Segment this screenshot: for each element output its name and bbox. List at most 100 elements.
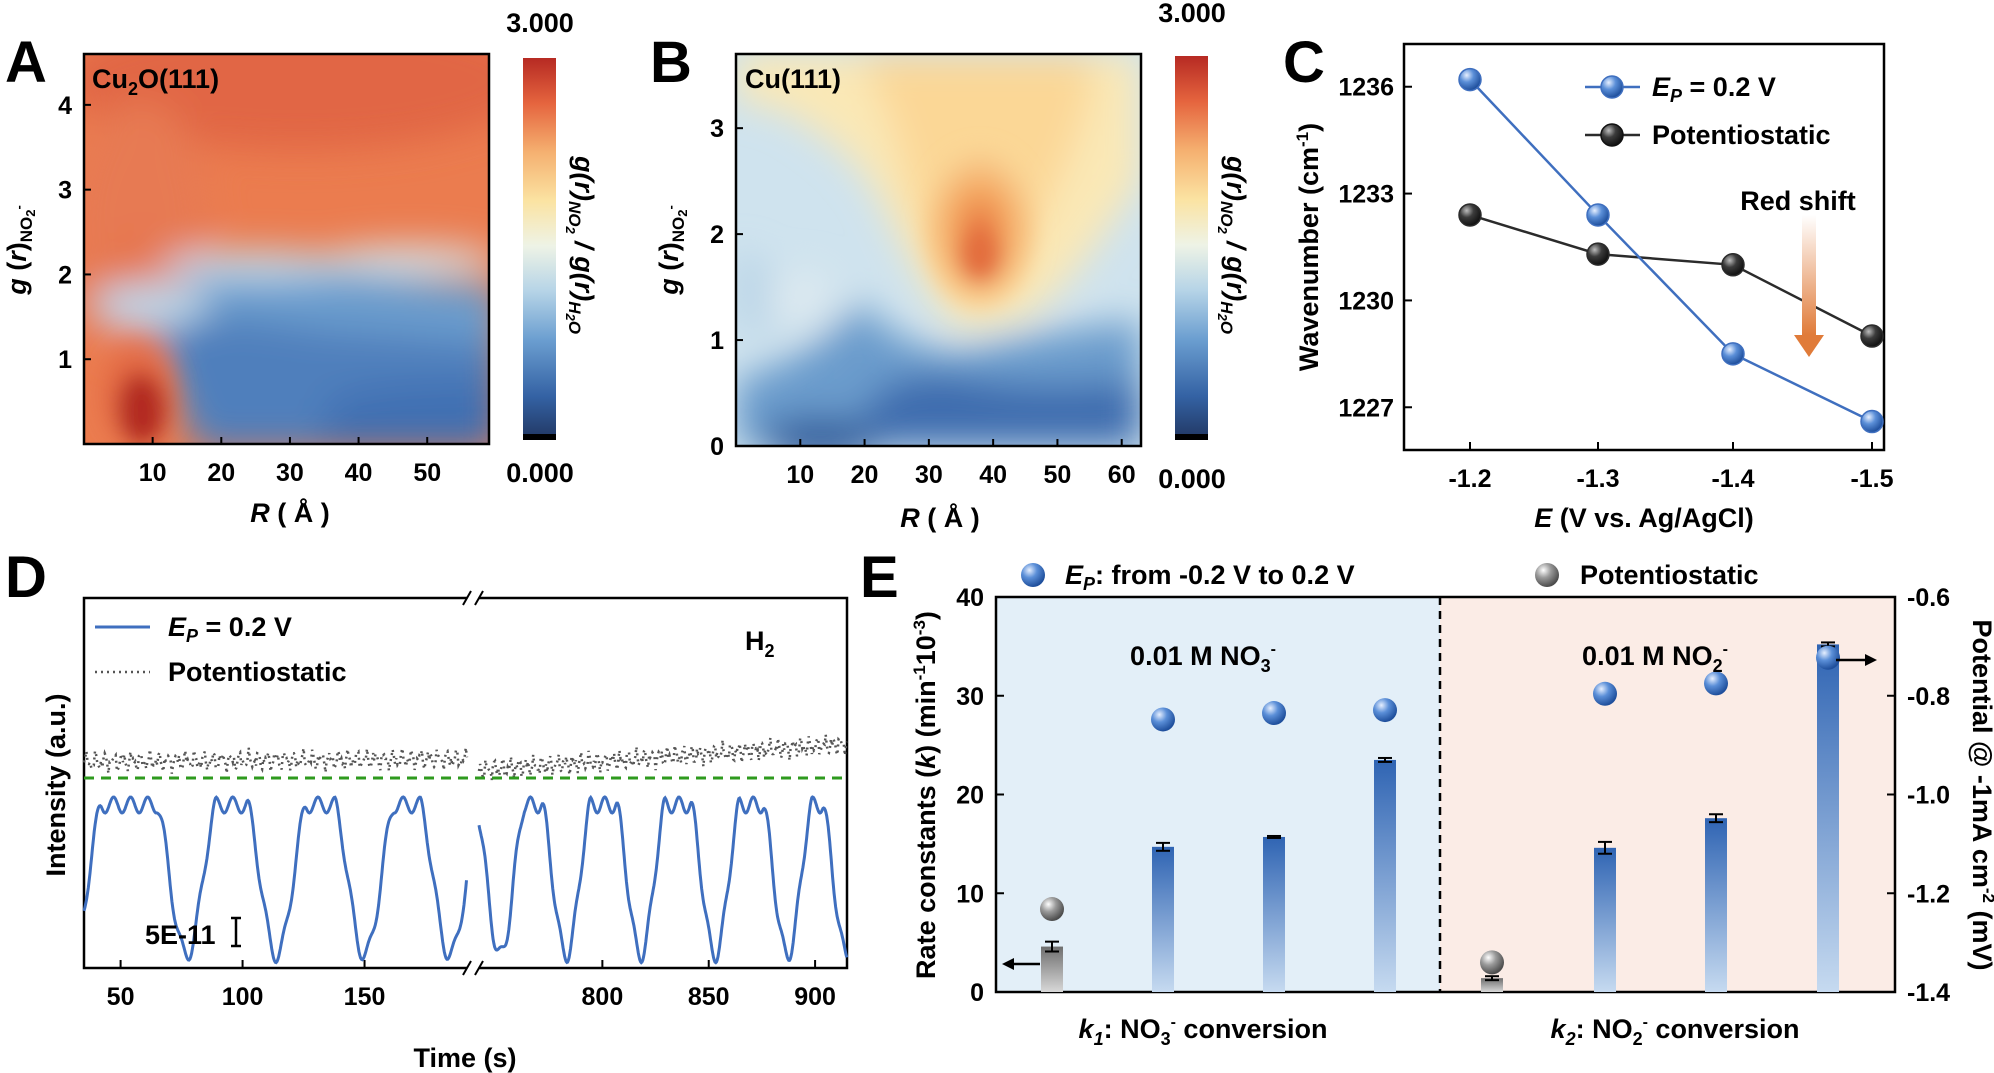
panel-b-xtick-label: 20: [851, 461, 879, 489]
panel-e-ytick-label: 0: [970, 979, 984, 1007]
panel-a-xtick-label: 10: [139, 459, 167, 487]
panel-b-colorbar-max: 3.000: [1158, 0, 1226, 28]
panel-c-point-potentiostatic: [1586, 242, 1610, 266]
panel-b-heatmap: Cu(111): [736, 54, 1141, 446]
panel-b-ticks: 10 20 30 40 50 60 0 1 2 3: [710, 115, 1136, 489]
panel-b-xtick-label: 10: [786, 461, 814, 489]
legend-d-pot-label: Potentiostatic: [168, 657, 347, 687]
panel-e-left-axis-arrow: [1002, 958, 1040, 970]
panel-a-xtick-label: 50: [413, 459, 441, 487]
panel-d-gas-label: H2: [745, 626, 775, 661]
panel-d-frame: [82, 596, 849, 970]
panel-d-xlabel: Time (s): [413, 1043, 516, 1073]
panel-e-potential-point: [1704, 671, 1728, 696]
panel-e-potential-point: [1480, 950, 1504, 975]
panel-c-point-ep: [1586, 203, 1610, 227]
panel-a-ytick-label: 3: [58, 177, 72, 205]
panel-c-xtick-label: -1.5: [1850, 465, 1893, 493]
panel-b-xtick-label: 40: [979, 461, 1007, 489]
panel-d-ticks: 50 100 150 800 850 900: [107, 960, 836, 1011]
panel-e-region-label-no3: 0.01 M NO3-: [1130, 641, 1276, 676]
panel-e-potential-point: [1262, 701, 1286, 726]
panel-e-y2tick-label: -0.8: [1907, 683, 1950, 711]
panel-c-xtick-label: -1.3: [1576, 465, 1619, 493]
panel-c-ytick-label: 1227: [1338, 394, 1394, 422]
panel-b-xtick-label: 50: [1044, 461, 1072, 489]
panel-e-group-label-k1: k1: NO3- conversion: [1079, 1014, 1328, 1049]
panel-a-inset-label: Cu2O(111): [92, 64, 219, 99]
panel-c-xtick-label: -1.2: [1448, 465, 1491, 493]
panel-a-ytick-label: 4: [58, 92, 72, 120]
legend-c-ep-label: EP = 0.2 V: [1652, 72, 1776, 106]
panel-e-bar: [1041, 946, 1063, 992]
panel-d-xtick-label: 900: [794, 983, 836, 1011]
panel-e-potential-point: [1816, 645, 1840, 670]
panel-c-ytick-label: 1230: [1338, 287, 1394, 315]
panel-e-group-label-k2: k2: NO2- conversion: [1551, 1014, 1800, 1049]
panel-c-point-ep: [1721, 342, 1745, 366]
panel-c-point-potentiostatic: [1458, 203, 1482, 227]
panel-e-bar: [1481, 978, 1503, 992]
panel-c-point-ep: [1860, 409, 1884, 434]
panel-e-left-region: [996, 597, 1440, 992]
panel-b-colorbar-min: 0.000: [1158, 464, 1226, 494]
panel-a-colorbar-end: [523, 434, 556, 440]
panel-c-point-potentiostatic: [1721, 253, 1745, 277]
panel-e-region-label-no2: 0.01 M NO2-: [1582, 641, 1728, 676]
panel-c-ticks: -1.2 -1.3 -1.4 -1.5 1227 1230 1233 1236: [1338, 74, 1893, 493]
panel-d-axis-break-gap: [467, 588, 479, 978]
panel-letter-c: C: [1283, 30, 1325, 95]
panel-e-bar: [1817, 644, 1839, 992]
panel-e-y2tick-label: -1.2: [1907, 880, 1950, 908]
panel-b-colorbar-end: [1175, 434, 1208, 440]
panel-e-potential-point: [1151, 707, 1175, 732]
panel-b-ytick-label: 3: [710, 115, 724, 143]
panel-a-xtick-label: 20: [207, 459, 235, 487]
panel-b-colorbar: [1175, 56, 1208, 434]
panel-b-xtick-label: 60: [1108, 461, 1136, 489]
panel-a-frame: [82, 52, 491, 446]
panel-a-colorbar-min: 0.000: [506, 458, 574, 488]
panel-c-xtick-label: -1.4: [1711, 465, 1754, 493]
panel-e-ytick-label: 30: [956, 683, 984, 711]
panel-d-pot-trace-left: [82, 746, 469, 776]
panel-d-axis-break-marks: [462, 590, 484, 976]
panel-c-point-ep: [1458, 67, 1482, 92]
legend-e-ep-marker: [1021, 563, 1045, 587]
panel-c-ytick-label: 1236: [1338, 74, 1394, 102]
panel-e-right-axis-arrow: [1836, 654, 1877, 666]
panel-e-bar: [1152, 846, 1174, 992]
panel-c-ytick-label: 1233: [1338, 181, 1394, 209]
panel-e-bars: [1040, 641, 1840, 992]
panel-e-bar: [1705, 818, 1727, 992]
panel-a-xlabel: R ( Å ): [250, 497, 330, 528]
panel-e-y2tick-label: -1.0: [1907, 782, 1950, 810]
panel-e-y2label: Potential @ -1mA cm-2 (mV): [1967, 619, 1994, 970]
panel-e-ytick-label: 10: [956, 880, 984, 908]
panel-c-line-ep: [1469, 78, 1873, 423]
panel-b-colorbar-label: g(r)NO2 / g(r)H2O: [1215, 155, 1251, 334]
panel-d-series: [82, 734, 849, 965]
panel-b-ytick-label: 2: [710, 221, 724, 249]
panel-c-point-potentiostatic: [1860, 324, 1884, 348]
panel-letter-a: A: [5, 30, 47, 95]
panel-b-ytick-label: 1: [710, 327, 724, 355]
panel-e-ytick-label: 40: [956, 584, 984, 612]
panel-a-colorbar-max: 3.000: [506, 8, 574, 38]
panel-e-y2tick-label: -0.6: [1907, 584, 1950, 612]
panel-a-ylabel: g (r)NO2-: [2, 205, 38, 296]
panel-a-colorbar-label: g(r)NO2 / g(r)H2O: [563, 155, 599, 334]
panel-b-frame: [734, 52, 1143, 448]
panel-b-xlabel: R ( Å ): [900, 502, 980, 533]
legend-c-pot-marker: [1600, 123, 1624, 147]
red-shift-arrow-head: [1794, 335, 1824, 357]
panel-e-y2tick-label: -1.4: [1907, 979, 1950, 1007]
panel-a-ytick-label: 2: [58, 261, 72, 289]
panel-d-xtick-label: 150: [344, 983, 386, 1011]
panel-e-ytick-label: 20: [956, 782, 984, 810]
legend-d-ep-label: EP = 0.2 V: [168, 612, 292, 646]
panel-b-ylabel: g (r)NO2-: [654, 205, 690, 296]
panel-c-frame: [1402, 42, 1886, 452]
panel-b-xtick-label: 30: [915, 461, 943, 489]
panel-letter-d: D: [5, 545, 47, 610]
